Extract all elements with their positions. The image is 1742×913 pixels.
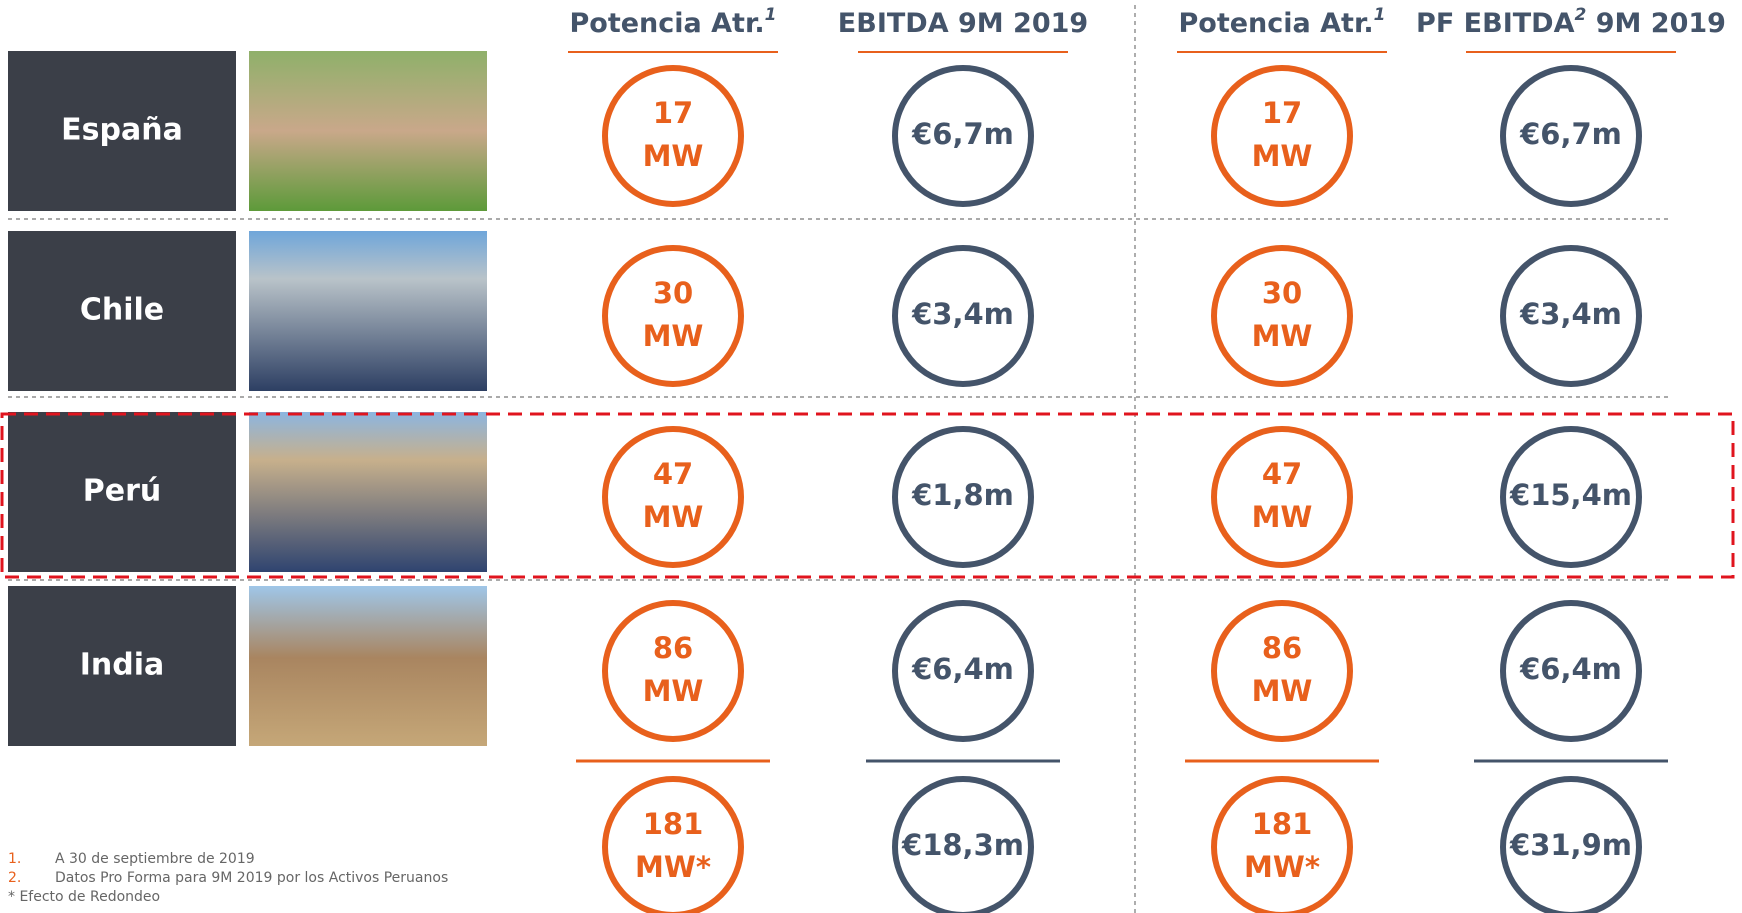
header-sup: 1 [765, 5, 777, 25]
value-circle [605, 779, 741, 913]
value-text: €3,4m [1519, 297, 1622, 331]
value-text: €31,9m [1509, 828, 1632, 862]
value-text: MW [1252, 674, 1313, 708]
value-circle [605, 603, 741, 739]
header-text: PF EBITDA [1416, 8, 1575, 39]
slide: Potencia Atr.1EBITDA 9M 2019Potencia Atr… [0, 0, 1742, 913]
value-text: 181 [643, 807, 704, 841]
value-text: MW [1252, 319, 1313, 353]
value-text: MW [643, 319, 704, 353]
footnote-text: A 30 de septiembre de 2019 [55, 851, 255, 867]
value-text: 86 [653, 631, 693, 665]
value-circle [1214, 603, 1350, 739]
column-header: PF EBITDA2 9M 2019 [1416, 5, 1726, 39]
value-text: MW [1252, 500, 1313, 534]
country-label: India [80, 648, 165, 683]
value-circle [1214, 68, 1350, 204]
value-circle [1214, 779, 1350, 913]
value-text: 17 [1262, 96, 1302, 130]
value-text: €15,4m [1509, 478, 1632, 512]
value-text: MW [643, 139, 704, 173]
column-header: Potencia Atr.1 [1178, 5, 1385, 39]
value-circle [1214, 248, 1350, 384]
value-text: MW [643, 674, 704, 708]
value-text: MW* [635, 850, 711, 884]
site-photo [249, 51, 487, 211]
header-text: 9M 2019 [1586, 8, 1726, 39]
country-label: Chile [80, 293, 164, 328]
value-text: 181 [1252, 807, 1313, 841]
value-text: €6,7m [911, 117, 1014, 151]
value-text: MW [643, 500, 704, 534]
value-text: €3,4m [911, 297, 1014, 331]
value-text: 17 [653, 96, 693, 130]
value-text: €18,3m [901, 828, 1024, 862]
header-sup: 1 [1374, 5, 1386, 25]
value-text: 30 [1262, 276, 1302, 310]
footnote-text: * Efecto de Redondeo [8, 889, 160, 905]
column-header: Potencia Atr.1 [569, 5, 776, 39]
header-text: Potencia Atr. [1178, 8, 1373, 39]
page: Potencia Atr.1EBITDA 9M 2019Potencia Atr… [0, 0, 1742, 913]
value-text: MW* [1244, 850, 1320, 884]
country-label: España [61, 113, 183, 148]
footnote-text: Datos Pro Forma para 9M 2019 por los Act… [55, 870, 448, 886]
value-text: 30 [653, 276, 693, 310]
footnote-number: 2. [8, 870, 21, 886]
header-text: EBITDA 9M 2019 [838, 8, 1088, 39]
value-circle [605, 248, 741, 384]
value-text: 47 [653, 457, 693, 491]
site-photo [249, 412, 487, 572]
value-circle [1214, 429, 1350, 565]
value-circle [605, 68, 741, 204]
column-header: EBITDA 9M 2019 [838, 8, 1088, 39]
header-text: Potencia Atr. [569, 8, 764, 39]
footnote-number: 1. [8, 851, 21, 867]
value-text: €6,4m [1519, 652, 1622, 686]
value-circle [605, 429, 741, 565]
value-text: €6,4m [911, 652, 1014, 686]
header-sup: 2 [1574, 5, 1586, 25]
value-text: MW [1252, 139, 1313, 173]
country-label: Perú [83, 474, 162, 509]
value-text: €6,7m [1519, 117, 1622, 151]
site-photo [249, 586, 487, 746]
value-text: 86 [1262, 631, 1302, 665]
site-photo [249, 231, 487, 391]
value-text: 47 [1262, 457, 1302, 491]
value-text: €1,8m [911, 478, 1014, 512]
